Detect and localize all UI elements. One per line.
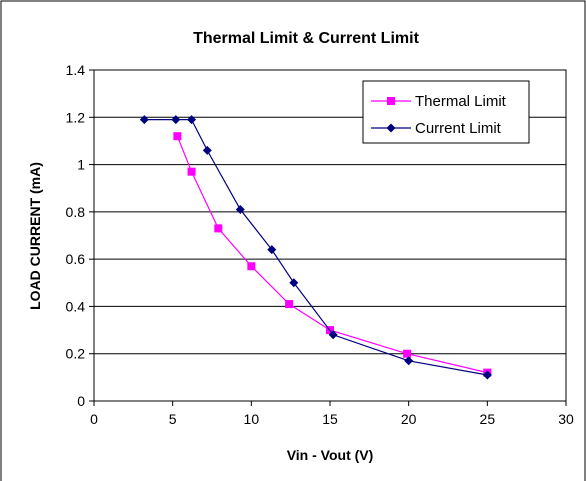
y-axis-ticks: 0 0.2 0.4 0.6 0.8 1 1.2 1.4 bbox=[66, 62, 94, 409]
x-tick-label: 25 bbox=[480, 411, 496, 427]
y-tick-label: 0.6 bbox=[66, 251, 86, 267]
y-tick-label: 1 bbox=[77, 157, 85, 173]
data-point bbox=[404, 356, 414, 366]
x-tick-label: 15 bbox=[322, 411, 338, 427]
data-point bbox=[139, 115, 149, 125]
data-point bbox=[187, 115, 197, 125]
series-line bbox=[176, 135, 488, 374]
y-tick-label: 0.8 bbox=[66, 204, 86, 220]
legend-marker bbox=[386, 123, 396, 133]
legend-label: Thermal Limit bbox=[415, 93, 507, 110]
data-point bbox=[285, 300, 294, 309]
y-tick-label: 0 bbox=[77, 393, 85, 409]
legend-entry: Current Limit bbox=[371, 120, 502, 137]
data-point bbox=[267, 245, 277, 255]
x-axis-ticks: 0 5 10 15 20 25 30 bbox=[90, 401, 574, 427]
series-line bbox=[144, 119, 488, 376]
chart-title: Thermal Limit & Current Limit bbox=[193, 30, 419, 47]
legend-box bbox=[362, 80, 530, 144]
legend-label: Current Limit bbox=[415, 120, 502, 137]
data-point bbox=[173, 132, 182, 141]
y-axis-title: LOAD CURRENT (mA) bbox=[27, 162, 43, 310]
x-tick-label: 30 bbox=[558, 411, 574, 427]
y-tick-label: 1.2 bbox=[66, 109, 86, 125]
x-tick-label: 0 bbox=[90, 411, 98, 427]
data-point bbox=[202, 145, 212, 155]
data-point bbox=[187, 167, 196, 176]
series-layer bbox=[139, 115, 492, 380]
x-axis-title: Vin - Vout (V) bbox=[287, 447, 374, 463]
legend-entry: Thermal Limit bbox=[371, 93, 507, 110]
legend-marker bbox=[387, 97, 395, 105]
data-point bbox=[289, 278, 299, 288]
data-point bbox=[235, 204, 245, 214]
x-tick-label: 5 bbox=[169, 411, 177, 427]
data-point bbox=[403, 349, 412, 358]
x-tick-label: 20 bbox=[401, 411, 417, 427]
data-point bbox=[328, 330, 338, 340]
y-tick-label: 1.4 bbox=[66, 62, 86, 78]
data-point bbox=[171, 115, 181, 125]
x-tick-label: 10 bbox=[244, 411, 260, 427]
legend: Thermal Limit Current Limit bbox=[362, 80, 530, 144]
y-tick-label: 0.2 bbox=[66, 346, 86, 362]
y-tick-label: 0.4 bbox=[66, 298, 86, 314]
data-point bbox=[214, 224, 223, 233]
series-current-limit bbox=[139, 115, 492, 380]
data-point bbox=[247, 262, 256, 271]
data-point bbox=[482, 370, 492, 380]
